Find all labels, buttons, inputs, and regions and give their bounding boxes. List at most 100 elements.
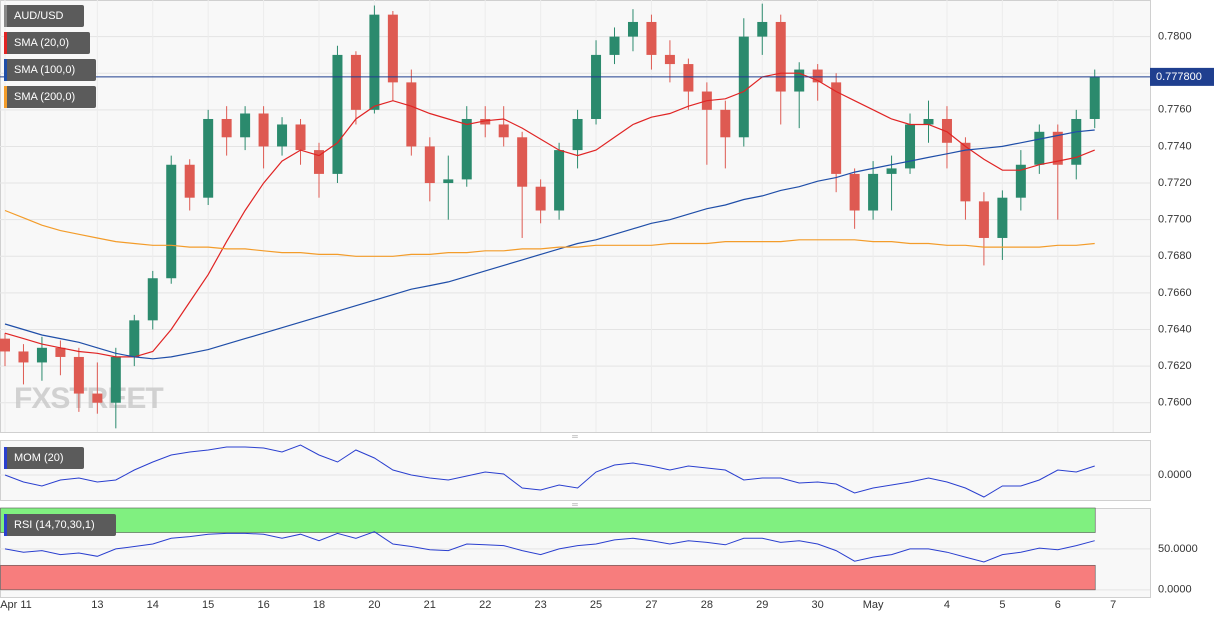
candle-body bbox=[498, 124, 509, 138]
candle-body bbox=[1052, 131, 1063, 165]
candle-body bbox=[812, 69, 823, 83]
candle-body bbox=[36, 347, 47, 363]
candle-body bbox=[350, 54, 361, 110]
candle-body bbox=[480, 118, 491, 125]
y-tick-label: 0.7660 bbox=[1158, 287, 1192, 299]
legend-swatch bbox=[4, 447, 7, 469]
x-tick-label: 25 bbox=[590, 599, 602, 611]
rsi-line bbox=[4, 531, 1095, 563]
y-tick-label: 0.7620 bbox=[1158, 360, 1192, 372]
x-tick-label: 13 bbox=[91, 599, 103, 611]
legend-label: RSI (14,70,30,1) bbox=[14, 519, 95, 531]
legend-label: SMA (100,0) bbox=[14, 64, 75, 76]
candle-body bbox=[184, 164, 195, 198]
splitter: ═ bbox=[571, 500, 578, 509]
last-price-label: 0.777800 bbox=[1156, 71, 1202, 83]
x-tick-label: Apr 11 bbox=[0, 599, 32, 611]
legend-swatch bbox=[4, 59, 7, 81]
candle-body bbox=[775, 21, 786, 92]
last-price-box bbox=[1150, 67, 1214, 86]
legend-swatch bbox=[4, 514, 7, 536]
y-tick-label: 0.0000 bbox=[1158, 469, 1192, 481]
y-tick-label: 0.7680 bbox=[1158, 250, 1192, 262]
candle-body bbox=[424, 146, 435, 184]
candle-body bbox=[110, 356, 121, 403]
candle-body bbox=[369, 14, 380, 110]
x-tick-label: 6 bbox=[1055, 599, 1061, 611]
candle-body bbox=[443, 179, 454, 184]
x-tick-label: 21 bbox=[424, 599, 436, 611]
candle-body bbox=[166, 164, 177, 279]
x-tick-label: 29 bbox=[756, 599, 768, 611]
candle-body bbox=[664, 54, 675, 65]
x-tick-label: 22 bbox=[479, 599, 491, 611]
rsi-band bbox=[0, 564, 1096, 591]
candle-body bbox=[18, 351, 29, 363]
x-tick-label: 28 bbox=[701, 599, 713, 611]
y-tick-label: 0.7600 bbox=[1158, 397, 1192, 409]
candle-body bbox=[258, 113, 269, 147]
legend-box bbox=[4, 32, 90, 54]
candle-body bbox=[517, 137, 528, 187]
candle-body bbox=[277, 124, 288, 147]
legend-label: SMA (200,0) bbox=[14, 91, 75, 103]
candle-body bbox=[240, 113, 251, 138]
candle-body bbox=[646, 21, 657, 55]
candle-body bbox=[720, 109, 731, 138]
candle-body bbox=[332, 54, 343, 174]
legend-swatch bbox=[4, 32, 7, 54]
candle-body bbox=[572, 118, 583, 151]
candle-body bbox=[221, 118, 232, 138]
legend-box bbox=[4, 86, 96, 108]
candle-body bbox=[978, 201, 989, 238]
candle-body bbox=[609, 36, 620, 55]
legend-label: SMA (20,0) bbox=[14, 37, 69, 49]
candle-body bbox=[203, 118, 214, 198]
y-tick-label: 0.0000 bbox=[1158, 584, 1192, 596]
candle-body bbox=[73, 356, 84, 394]
candle-body bbox=[627, 21, 638, 37]
splitter: ═ bbox=[571, 432, 578, 441]
x-tick-label: 23 bbox=[535, 599, 547, 611]
y-tick-label: 0.7800 bbox=[1158, 31, 1192, 43]
legend-label: MOM (20) bbox=[14, 452, 64, 464]
candle-body bbox=[849, 173, 860, 211]
candle-body bbox=[683, 64, 694, 92]
y-tick-label: 50.0000 bbox=[1158, 543, 1198, 555]
sma-line bbox=[4, 209, 1095, 257]
candle-body bbox=[1071, 118, 1082, 165]
x-tick-label: 15 bbox=[202, 599, 214, 611]
legend-box bbox=[4, 447, 84, 469]
x-tick-label: 18 bbox=[313, 599, 325, 611]
y-tick-label: 0.7740 bbox=[1158, 140, 1192, 152]
candle-body bbox=[1015, 164, 1026, 198]
sma-line bbox=[4, 72, 1095, 358]
x-tick-label: 30 bbox=[812, 599, 824, 611]
x-tick-label: 20 bbox=[368, 599, 380, 611]
candle-body bbox=[831, 82, 842, 174]
candle-body bbox=[1089, 76, 1100, 119]
candle-body bbox=[591, 54, 602, 119]
watermark: FXSTREET bbox=[14, 382, 163, 415]
candle-body bbox=[886, 168, 897, 174]
x-tick-label: 16 bbox=[257, 599, 269, 611]
candle-body bbox=[757, 21, 768, 37]
legend-box bbox=[4, 5, 84, 27]
x-tick-label: 14 bbox=[147, 599, 159, 611]
candle-body bbox=[738, 36, 749, 138]
sma-line bbox=[4, 129, 1095, 360]
candle-body bbox=[295, 124, 306, 151]
candle-body bbox=[923, 118, 934, 125]
momentum-line bbox=[4, 444, 1095, 498]
y-tick-label: 0.7760 bbox=[1158, 104, 1192, 116]
y-tick-label: 0.7700 bbox=[1158, 214, 1192, 226]
candle-body bbox=[313, 150, 324, 174]
candle-body bbox=[1034, 131, 1045, 165]
candle-body bbox=[868, 173, 879, 211]
x-tick-label: 4 bbox=[944, 599, 950, 611]
candle-body bbox=[905, 124, 916, 169]
candle-body bbox=[461, 118, 472, 180]
candle-body bbox=[406, 82, 417, 147]
